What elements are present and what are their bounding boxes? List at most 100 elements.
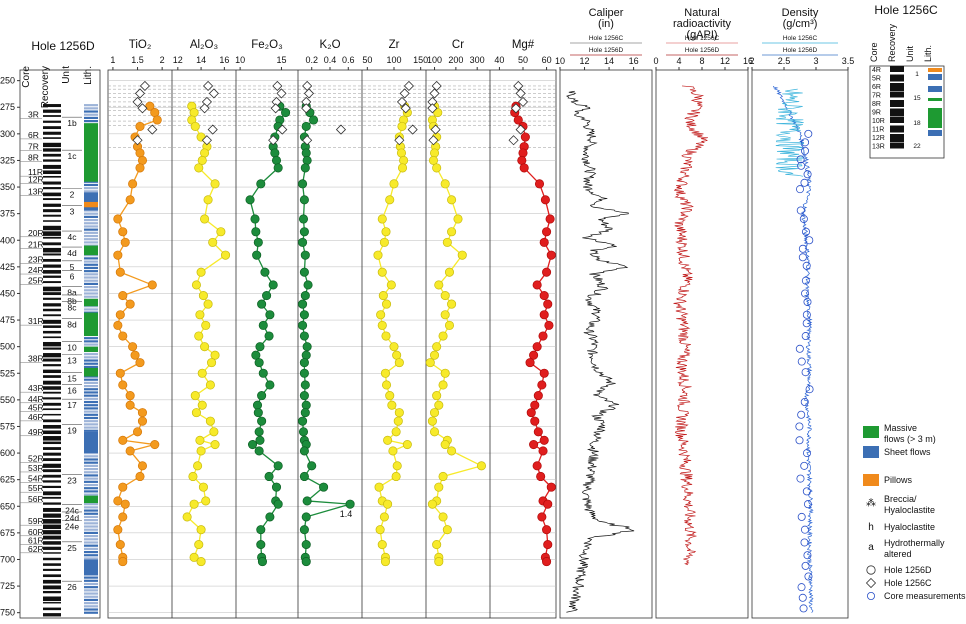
core-measurement-point [800,538,809,547]
sheet-flow-stripe [84,295,98,298]
sheet-flow-stripe [84,576,98,579]
x-tick-label: 2.5 [778,56,791,66]
sheet-flow-stripe [84,605,98,608]
hole-1256d-point [538,331,548,341]
sheet-flow-stripe [84,490,98,493]
recovery-block [43,546,61,550]
hole-1256d-point [115,267,125,277]
panel-title: Cr [452,39,464,51]
hole-1256d-point [432,163,442,173]
hole-1256d-point [135,358,145,368]
core-measurement-point [798,253,807,262]
hole-1256d-point [118,557,128,567]
legend-label: Hydrothermally [884,538,945,548]
breccia-symbol: ⁂ [866,498,876,509]
hole-1256c-point [429,88,440,99]
lithology-sheet [84,431,98,454]
hole-1256d-point [440,368,450,378]
lithology-massive [84,245,98,256]
recovery-block [43,568,61,571]
hole-1256d-point [271,155,282,165]
recovery-block [43,375,61,378]
core-label: 59R [28,516,44,526]
hole-1256d-point [539,291,549,301]
sheet-flow-stripe [84,282,98,286]
x-tick-label: 60 [542,55,552,65]
hole-1256d-point [381,331,391,341]
column-header: Core [21,66,32,88]
hole-1256d-point [518,148,528,158]
hole-1256d-point [391,471,401,482]
sheet-flow-stripe [84,455,98,458]
hole-1256d-point [188,471,198,482]
sheet-flow-stripe [84,503,98,506]
hole-1256d-point [391,427,401,437]
hole-1256d-point [253,408,263,418]
sheet-flow-stripe [84,426,98,429]
recovery-block [43,513,61,518]
depth-tick-label: 325 [0,155,15,165]
hole-1256d-point [457,250,467,260]
recovery-block [43,159,61,162]
recovery-block [43,192,61,197]
sheet-flow-stripe [84,218,98,222]
core-measurement-point [800,461,809,470]
hole-1256d-point [132,427,143,437]
sheet-flow-stripe [84,579,98,582]
sheet-flow-stripe [84,257,98,260]
log-legend-label: Hole 1256D [685,47,720,54]
column-header: Core [869,42,879,62]
log-panel-title: (gAPI) [686,29,717,41]
hole-1256d-point [539,435,549,445]
sheet-flow-stripe [84,234,98,238]
hole-1256d-point [115,540,125,550]
unit-label: 24e [65,521,79,531]
hole-1256d-point [299,227,309,237]
log-panel-frame [751,69,849,619]
hole-1256d-point [376,310,386,320]
sheet-flow-stripe [84,410,98,413]
hole-1256d-point [428,155,439,165]
recovery-block [43,281,61,284]
hole-1256d-point [434,280,444,290]
sheet-flow-stripe [84,187,98,190]
sheet-flow-stripe [84,595,98,598]
log-legend-label: Hole 1256D [589,47,624,54]
legend-swatch [863,474,879,486]
hole-1256c-point [399,88,410,99]
sheet-flow-stripe [84,461,98,464]
hole-1256d-point [380,368,391,378]
recovery-block [43,436,61,441]
hole-1256d-point [118,291,128,301]
hole-1256d-point [118,435,128,445]
hole-1256d-point [389,179,399,189]
core-measurement-point [800,146,809,155]
hole-1256d-point [118,512,128,522]
recovery-block [43,602,61,604]
hole-1256d-point [429,350,440,360]
hole-1256d-point [220,250,231,260]
unit-label: 6 [70,271,75,281]
hole-1256d-point [196,446,206,456]
recovery-block [43,341,61,347]
hole-1256d-point [125,391,135,401]
hole-1256c-point [394,135,405,146]
hole-1256d-point [387,400,397,410]
sheet-flow-stripe [84,107,98,110]
hole-1256d-point [529,350,539,360]
hole-1256d-point [137,408,148,418]
recovery-block [43,137,61,139]
sheet-flow-stripe [84,378,98,381]
recovery-block [890,117,904,123]
hole-1256d-point [197,155,207,165]
core-measurement-point [803,449,812,458]
hole-1256d-point [302,342,312,352]
sheet-flow-stripe [84,241,98,244]
x-tick-label: 0.4 [324,55,337,65]
x-tick-label: 150 [413,55,428,65]
core-label: 44R [28,394,44,404]
hole-1256d-point [533,427,543,437]
sheet-flow-stripe [84,397,98,400]
hole-1256d-point [265,310,275,320]
